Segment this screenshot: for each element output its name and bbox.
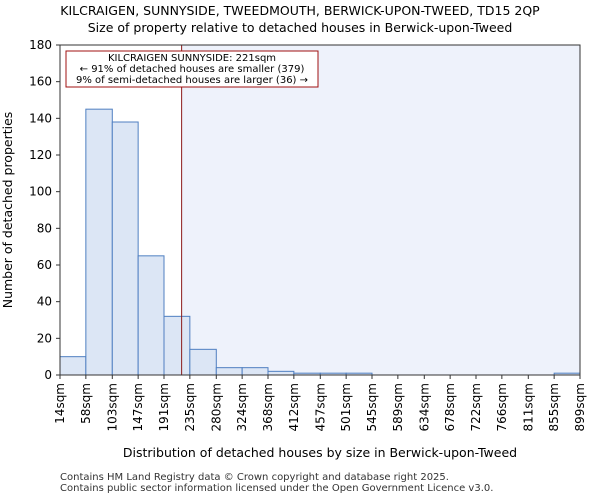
highlight-region — [181, 45, 580, 375]
y-axis-ticks: 0 20 40 60 80 100 120 140 160 180 — [29, 38, 60, 382]
histogram-bar — [59, 356, 87, 376]
x-tick-label: 324sqm — [235, 383, 249, 431]
chart-subtitle: Size of property relative to detached ho… — [87, 20, 513, 35]
x-tick-label: 235sqm — [183, 383, 197, 431]
x-tick-label: 722sqm — [469, 383, 483, 431]
chart-title-block: KILCRAIGEN, SUNNYSIDE, TWEEDMOUTH, BERWI… — [0, 2, 600, 36]
y-tick-label: 160 — [29, 75, 52, 89]
chart-title-address: KILCRAIGEN, SUNNYSIDE, TWEEDMOUTH, BERWI… — [60, 3, 540, 18]
x-axis-label: Distribution of detached houses by size … — [123, 445, 517, 460]
annotation-border — [65, 50, 319, 88]
y-tick-label: 20 — [37, 331, 52, 345]
x-tick-label: 457sqm — [313, 383, 327, 431]
x-tick-label: 280sqm — [209, 383, 223, 431]
histogram-bar — [215, 367, 243, 376]
x-tick-label: 855sqm — [547, 383, 561, 431]
x-tick-label: 589sqm — [391, 383, 405, 431]
annotation-title: KILCRAIGEN SUNNYSIDE: 221sqm — [108, 53, 276, 64]
annotation-larger: 9% of semi-detached houses are larger (3… — [76, 75, 308, 86]
y-axis-label: Number of detached properties — [0, 112, 15, 309]
y-tick-label: 80 — [37, 221, 52, 235]
x-tick-label: 545sqm — [365, 383, 379, 431]
histogram-bar — [163, 315, 191, 376]
histogram-bars — [59, 108, 581, 376]
x-tick-label: 191sqm — [157, 383, 171, 431]
annotation-smaller: ← 91% of detached houses are smaller (37… — [80, 64, 305, 75]
footer-attribution: Contains HM Land Registry data © Crown c… — [60, 472, 493, 494]
histogram-bar — [267, 370, 295, 376]
annotation-box: KILCRAIGEN SUNNYSIDE: 221sqm ← 91% of de… — [65, 50, 319, 88]
histogram-bar — [189, 348, 217, 376]
x-tick-label: 103sqm — [105, 383, 119, 431]
x-tick-label: 58sqm — [79, 383, 93, 424]
footer-land-registry: Contains HM Land Registry data © Crown c… — [60, 472, 449, 483]
y-tick-label: 120 — [29, 148, 52, 162]
x-tick-label: 634sqm — [417, 383, 431, 431]
x-tick-label: 147sqm — [131, 383, 145, 431]
x-tick-label: 412sqm — [287, 383, 301, 431]
x-tick-label: 899sqm — [573, 383, 587, 431]
x-tick-label: 501sqm — [339, 383, 353, 431]
x-tick-label: 368sqm — [261, 383, 275, 431]
x-axis-ticks: 14sqm 58sqm 103sqm 147sqm 191sqm 235sqm 280sqm… — [53, 375, 587, 431]
x-tick-label: 678sqm — [443, 383, 457, 431]
footer-licence: Contains public sector information licen… — [60, 483, 494, 494]
y-tick-label: 60 — [37, 258, 52, 272]
y-tick-label: 0 — [44, 368, 52, 382]
y-tick-label: 140 — [29, 111, 52, 125]
histogram-chart: 0 20 40 60 80 100 120 140 160 180 14sqm 58sqm 103sq… — [0, 38, 587, 460]
histogram-bar — [137, 255, 165, 376]
y-tick-label: 100 — [29, 185, 52, 199]
x-tick-label: 14sqm — [53, 383, 67, 424]
histogram-bar — [85, 108, 113, 376]
x-tick-label: 766sqm — [495, 383, 509, 431]
y-tick-label: 180 — [29, 38, 52, 52]
histogram-bar — [241, 367, 269, 376]
y-tick-label: 40 — [37, 295, 52, 309]
histogram-bar — [111, 121, 139, 376]
x-tick-label: 811sqm — [521, 383, 535, 431]
